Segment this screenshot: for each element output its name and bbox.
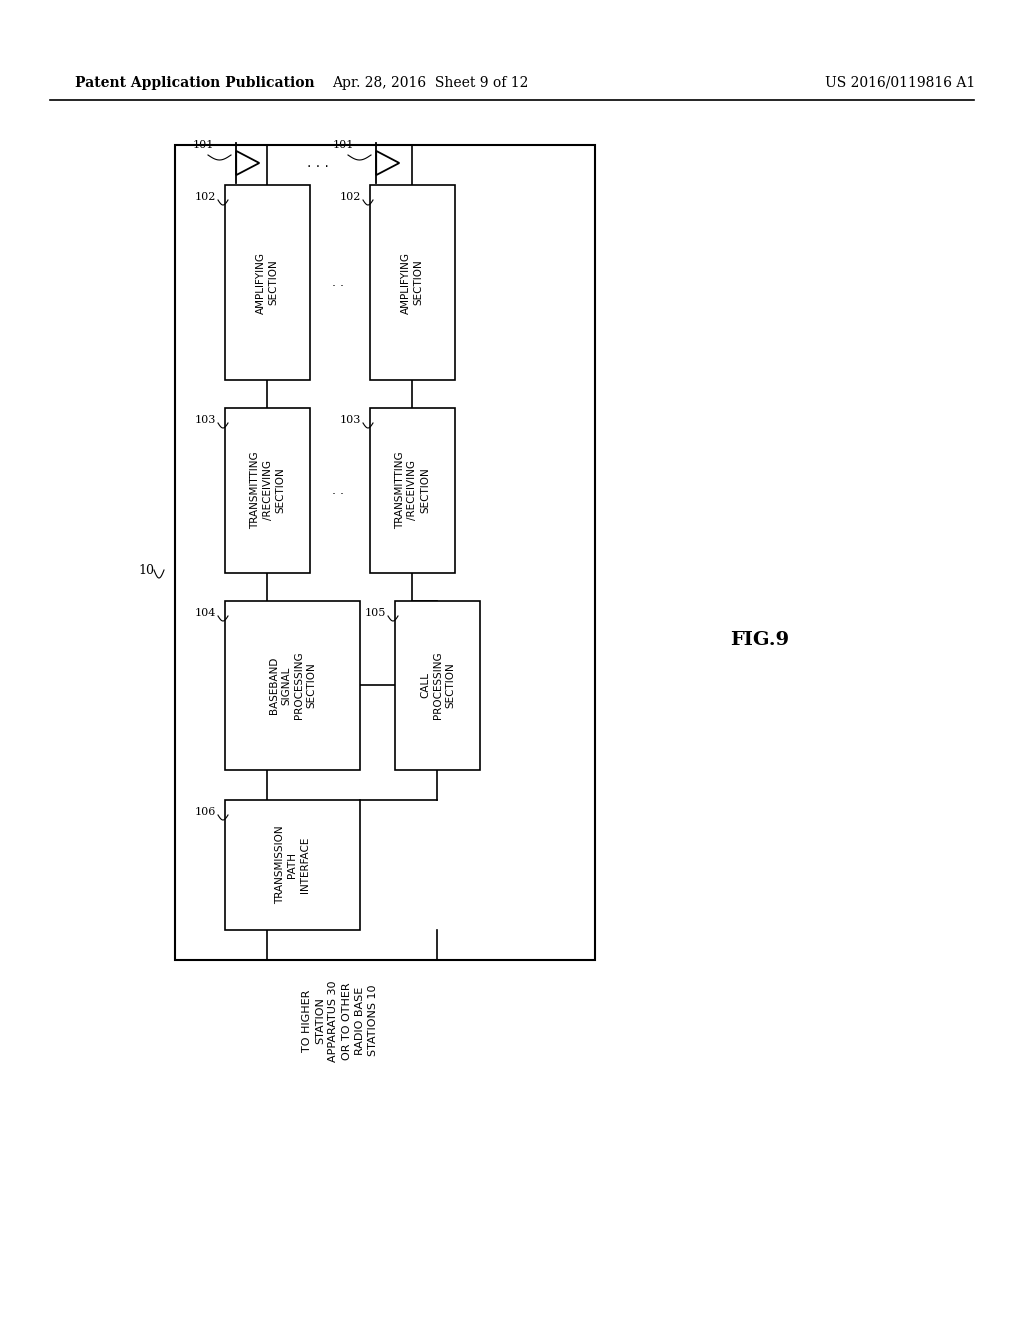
- Text: 106: 106: [195, 807, 216, 817]
- Text: AMPLIFYING
SECTION: AMPLIFYING SECTION: [256, 252, 279, 314]
- Text: 104: 104: [195, 609, 216, 618]
- Bar: [225, 185, 310, 380]
- Text: AMPLIFYING
SECTION: AMPLIFYING SECTION: [401, 252, 424, 314]
- Bar: [370, 185, 455, 380]
- Text: TO HIGHER
STATION
APPARATUS 30
OR TO OTHER
RADIO BASE
STATIONS 10: TO HIGHER STATION APPARATUS 30 OR TO OTH…: [302, 979, 378, 1061]
- Text: . .: . .: [332, 483, 344, 496]
- Text: Apr. 28, 2016  Sheet 9 of 12: Apr. 28, 2016 Sheet 9 of 12: [332, 77, 528, 90]
- Text: TRANSMITTING
/RECEIVING
SECTION: TRANSMITTING /RECEIVING SECTION: [395, 451, 430, 529]
- Text: Patent Application Publication: Patent Application Publication: [75, 77, 314, 90]
- Text: . . .: . . .: [307, 156, 329, 170]
- Bar: [370, 408, 455, 573]
- Text: 102: 102: [195, 191, 216, 202]
- Text: CALL
PROCESSING
SECTION: CALL PROCESSING SECTION: [420, 652, 455, 719]
- Text: 105: 105: [365, 609, 386, 618]
- Bar: [225, 408, 310, 573]
- Text: 103: 103: [340, 414, 361, 425]
- Text: 101: 101: [333, 140, 354, 150]
- Bar: [175, 145, 595, 960]
- Text: 102: 102: [340, 191, 361, 202]
- Bar: [395, 601, 480, 770]
- Text: 103: 103: [195, 414, 216, 425]
- Text: TRANSMISSION
PATH
INTERFACE: TRANSMISSION PATH INTERFACE: [275, 826, 310, 904]
- Text: TRANSMITTING
/RECEIVING
SECTION: TRANSMITTING /RECEIVING SECTION: [250, 451, 285, 529]
- Text: BASEBAND
SIGNAL
PROCESSING
SECTION: BASEBAND SIGNAL PROCESSING SECTION: [269, 652, 316, 719]
- Text: FIG.9: FIG.9: [730, 631, 790, 649]
- Text: 101: 101: [193, 140, 214, 150]
- Text: US 2016/0119816 A1: US 2016/0119816 A1: [825, 77, 975, 90]
- Text: . .: . .: [332, 276, 344, 289]
- Bar: [225, 601, 360, 770]
- Bar: [225, 800, 360, 931]
- Text: 10: 10: [138, 564, 154, 577]
